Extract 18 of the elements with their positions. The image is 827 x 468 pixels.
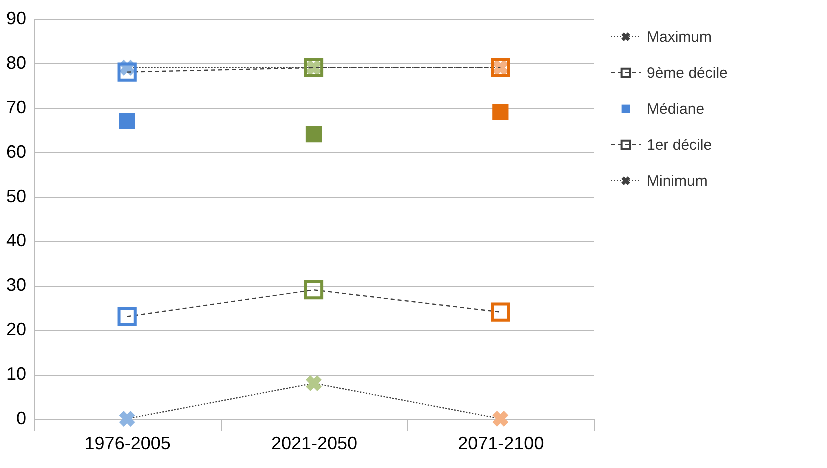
legend-label: Maximum [647, 29, 712, 46]
y-tick-label: 40 [6, 230, 26, 251]
y-tick-label: 60 [6, 142, 26, 162]
y-tick-label: 0 [16, 408, 26, 428]
y-tick-label: 30 [6, 275, 26, 296]
y-tick-label: 20 [6, 320, 26, 340]
x-tick-label: 2071-2100 [458, 434, 544, 454]
legend-label: 1er décile [647, 137, 712, 154]
legend-label: 9ème décile [647, 65, 728, 82]
x-tick-label: 1976-2005 [84, 434, 171, 454]
y-tick-label: 90 [6, 8, 26, 28]
y-tick-label: 70 [6, 97, 26, 118]
y-tick-label: 10 [6, 364, 26, 384]
legend-label: Minimum [647, 173, 708, 190]
x-tick-label: 2021-2050 [271, 434, 358, 454]
y-tick-label: 50 [6, 186, 26, 206]
legend-label: Médiane [647, 101, 705, 118]
y-tick-label: 80 [6, 52, 26, 73]
